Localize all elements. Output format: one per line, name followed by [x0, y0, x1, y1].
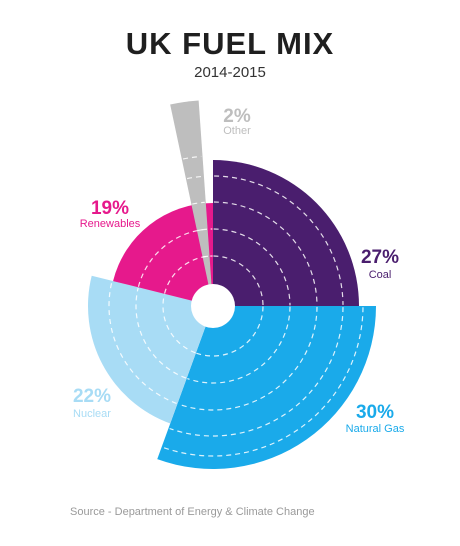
grid-ring: [162, 307, 364, 457]
pct-label-natural-gas: 30%: [356, 402, 394, 423]
name-label-nuclear: Nuclear: [73, 408, 111, 420]
grid-ring: [196, 306, 264, 357]
grid-ring: [182, 155, 202, 160]
name-label-coal: Coal: [369, 269, 392, 281]
slice-nuclear: [87, 275, 213, 424]
chart-slices: [87, 100, 376, 470]
pct-label-nuclear: 22%: [73, 386, 111, 407]
slice-natural-gas: [157, 306, 376, 470]
chart-labels: 27%Coal 30%Natural Gas 22%Nuclear 19%Renewa…: [73, 106, 405, 435]
grid-ring: [162, 294, 196, 354]
pct-label-renewables: 19%: [91, 198, 129, 219]
grid-ring: [186, 175, 203, 180]
grid-ring: [192, 201, 205, 205]
grid-ring: [213, 201, 318, 306]
grid-ring: [137, 228, 213, 287]
grid-ring: [213, 255, 264, 306]
slice-renewables: [113, 203, 213, 306]
grid-ring: [169, 307, 344, 437]
grid-ring: [214, 175, 344, 305]
center-hole: [191, 284, 235, 328]
slice-other: [170, 100, 213, 306]
name-label-other: Other: [223, 125, 251, 137]
grid-ring: [108, 281, 177, 404]
grid-ring: [202, 255, 210, 258]
pct-label-other: 2%: [223, 106, 251, 127]
grid-ring: [178, 306, 318, 411]
grid-ring: [187, 306, 291, 384]
grid-ring: [135, 287, 187, 379]
chart-grid: [108, 155, 364, 457]
chart-title: UK FUEL MIX: [125, 26, 335, 61]
pct-label-coal: 27%: [361, 247, 399, 268]
chart-subtitle: 2014-2015: [194, 64, 266, 81]
source-note: Source - Department of Energy & Climate …: [70, 506, 315, 518]
grid-ring: [197, 228, 208, 232]
name-label-renewables: Renewables: [80, 218, 141, 230]
name-label-natural-gas: Natural Gas: [346, 423, 405, 435]
slice-coal: [213, 160, 359, 306]
